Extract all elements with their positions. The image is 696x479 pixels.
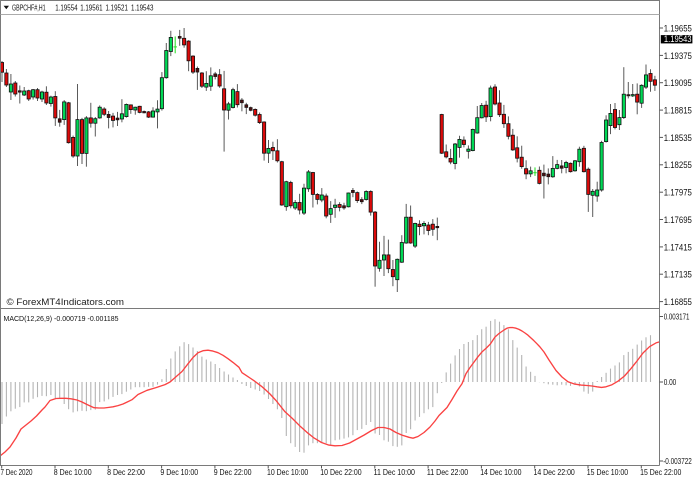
svg-text:MACD(12,26,9) -0.000719 -0.001: MACD(12,26,9) -0.000719 -0.001185: [4, 314, 119, 323]
svg-text:-0.003722: -0.003722: [663, 456, 692, 466]
svg-text:1.16855: 1.16855: [664, 297, 692, 308]
svg-text:1.18815: 1.18815: [664, 106, 692, 117]
svg-text:15 Dec 10:00: 15 Dec 10:00: [587, 467, 628, 477]
svg-text:14 Dec 22:00: 14 Dec 22:00: [534, 467, 575, 477]
svg-text:1.17135: 1.17135: [664, 270, 692, 281]
svg-text:8 Dec 22:00: 8 Dec 22:00: [107, 467, 145, 477]
svg-text:1.18535: 1.18535: [664, 133, 692, 144]
svg-text:1.19554: 1.19554: [55, 3, 78, 12]
svg-text:7 Dec 2020: 7 Dec 2020: [1, 467, 33, 477]
svg-text:1.19095: 1.19095: [664, 78, 692, 89]
svg-text:9 Dec 10:00: 9 Dec 10:00: [160, 467, 198, 477]
svg-text:11 Dec 22:00: 11 Dec 22:00: [427, 467, 468, 477]
svg-text:14 Dec 10:00: 14 Dec 10:00: [480, 467, 521, 477]
svg-text:1.19375: 1.19375: [664, 51, 692, 62]
svg-text:1.19543: 1.19543: [131, 3, 154, 12]
svg-text:15 Dec 22:00: 15 Dec 22:00: [640, 467, 681, 477]
svg-text:1.19521: 1.19521: [106, 3, 129, 12]
svg-text:10 Dec 22:00: 10 Dec 22:00: [320, 467, 361, 477]
svg-text:0.003171: 0.003171: [664, 312, 690, 322]
svg-text:9 Dec 22:00: 9 Dec 22:00: [214, 467, 252, 477]
svg-text:10 Dec 10:00: 10 Dec 10:00: [267, 467, 308, 477]
svg-text:0.00: 0.00: [664, 377, 677, 387]
svg-text:1.19543: 1.19543: [664, 34, 692, 45]
svg-text:1.17415: 1.17415: [664, 242, 692, 253]
svg-text:11 Dec 10:00: 11 Dec 10:00: [374, 467, 415, 477]
svg-text:1.19561: 1.19561: [80, 3, 103, 12]
svg-text:© ForexMT4Indicators.com: © ForexMT4Indicators.com: [7, 297, 125, 308]
svg-text:GBPCHF#,H1: GBPCHF#,H1: [12, 3, 46, 12]
svg-text:1.18255: 1.18255: [664, 160, 692, 171]
svg-text:1.19655: 1.19655: [664, 23, 692, 34]
svg-text:1.17695: 1.17695: [664, 215, 692, 226]
svg-text:8 Dec 10:00: 8 Dec 10:00: [54, 467, 92, 477]
svg-text:1.17975: 1.17975: [664, 188, 692, 199]
